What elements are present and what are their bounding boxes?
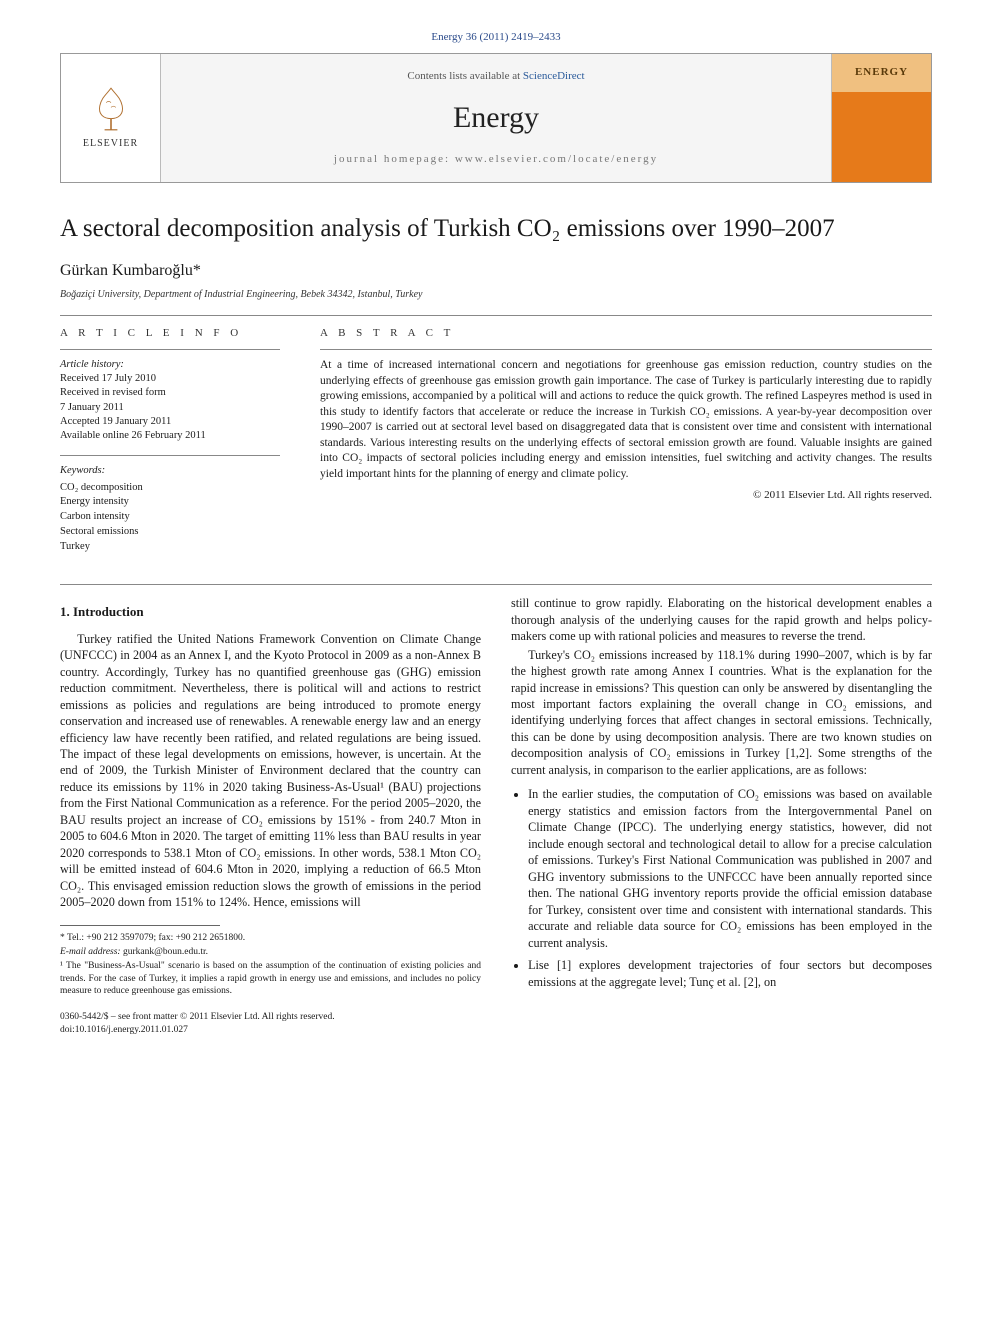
author-name: Gürkan Kumbaroğlu bbox=[60, 262, 193, 279]
history-revised-date: 7 January 2011 bbox=[60, 401, 280, 415]
publisher-name: ELSEVIER bbox=[83, 137, 138, 151]
history-revised: Received in revised form bbox=[60, 386, 280, 400]
keyword-item: Sectoral emissions bbox=[60, 525, 280, 540]
rule-bottom bbox=[60, 584, 932, 585]
keywords-block: Keywords: CO₂ decomposition Energy inten… bbox=[60, 464, 280, 554]
elsevier-tree-icon bbox=[87, 85, 135, 133]
journal-header: ELSEVIER Contents lists available at Sci… bbox=[60, 53, 932, 183]
history-received: Received 17 July 2010 bbox=[60, 372, 280, 386]
section-heading-intro: 1. Introduction bbox=[60, 603, 481, 621]
body-paragraph: Turkey ratified the United Nations Frame… bbox=[60, 631, 481, 911]
corresponding-mark: * bbox=[193, 262, 201, 279]
abstract-column: A B S T R A C T At a time of increased i… bbox=[320, 326, 932, 566]
bullet-item: Lise [1] explores development trajectori… bbox=[528, 957, 932, 990]
rule-top bbox=[60, 315, 932, 316]
keywords-head: Keywords: bbox=[60, 464, 280, 479]
contents-prefix: Contents lists available at bbox=[407, 70, 522, 82]
footnotes-block: * Tel.: +90 212 3597079; fax: +90 212 26… bbox=[60, 932, 481, 998]
issn-doi-block: 0360-5442/$ – see front matter © 2011 El… bbox=[60, 1011, 481, 1037]
abstract-text: At a time of increased international con… bbox=[320, 358, 932, 482]
affiliation: Boğaziçi University, Department of Indus… bbox=[60, 288, 932, 302]
article-info-column: A R T I C L E I N F O Article history: R… bbox=[60, 326, 280, 566]
cover-title: ENERGY bbox=[832, 54, 931, 92]
keyword-item: Energy intensity bbox=[60, 495, 280, 510]
history-online: Available online 26 February 2011 bbox=[60, 429, 280, 443]
journal-cover-thumb: ENERGY bbox=[831, 54, 931, 182]
sciencedirect-link[interactable]: ScienceDirect bbox=[523, 70, 585, 82]
history-head: Article history: bbox=[60, 359, 124, 370]
homepage-prefix: journal homepage: bbox=[334, 153, 455, 165]
journal-homepage: journal homepage: www.elsevier.com/locat… bbox=[334, 152, 658, 167]
bullet-list: In the earlier studies, the computation … bbox=[511, 786, 932, 990]
header-center: Contents lists available at ScienceDirec… bbox=[161, 54, 831, 182]
rule-info-2 bbox=[60, 455, 280, 456]
body-paragraph: Turkey's CO₂ emissions increased by 118.… bbox=[511, 647, 932, 779]
homepage-url[interactable]: www.elsevier.com/locate/energy bbox=[455, 153, 658, 165]
info-abstract-row: A R T I C L E I N F O Article history: R… bbox=[60, 326, 932, 566]
corresponding-footnote: * Tel.: +90 212 3597079; fax: +90 212 26… bbox=[60, 932, 481, 944]
email-footnote: E-mail address: gurkank@boun.edu.tr. bbox=[60, 946, 481, 958]
keyword-item: Carbon intensity bbox=[60, 510, 280, 525]
citation: Energy 36 (2011) 2419–2433 bbox=[60, 30, 932, 45]
doi-line: doi:10.1016/j.energy.2011.01.027 bbox=[60, 1024, 481, 1037]
bau-footnote: ¹ The "Business-As-Usual" scenario is ba… bbox=[60, 960, 481, 997]
keyword-item: Turkey bbox=[60, 540, 280, 555]
history-accepted: Accepted 19 January 2011 bbox=[60, 415, 280, 429]
abstract-label: A B S T R A C T bbox=[320, 326, 932, 341]
rule-abs bbox=[320, 349, 932, 350]
contents-available: Contents lists available at ScienceDirec… bbox=[407, 69, 584, 84]
front-matter-line: 0360-5442/$ – see front matter © 2011 El… bbox=[60, 1011, 481, 1024]
copyright-line: © 2011 Elsevier Ltd. All rights reserved… bbox=[320, 488, 932, 503]
email-label: E-mail address: bbox=[60, 947, 123, 957]
cover-body bbox=[832, 92, 931, 182]
article-info-label: A R T I C L E I N F O bbox=[60, 326, 280, 341]
footnote-rule bbox=[60, 925, 220, 926]
article-history: Article history: Received 17 July 2010 R… bbox=[60, 358, 280, 443]
body-paragraph-cont: still continue to grow rapidly. Elaborat… bbox=[511, 595, 932, 644]
keyword-item: CO₂ decomposition bbox=[60, 481, 280, 496]
author-line: Gürkan Kumbaroğlu* bbox=[60, 260, 932, 282]
publisher-logo-cell: ELSEVIER bbox=[61, 54, 161, 182]
journal-name: Energy bbox=[453, 98, 539, 139]
article-title: A sectoral decomposition analysis of Tur… bbox=[60, 213, 932, 244]
bullet-item: In the earlier studies, the computation … bbox=[528, 786, 932, 951]
body-two-column: 1. Introduction Turkey ratified the Unit… bbox=[60, 595, 932, 1037]
author-email[interactable]: gurkank@boun.edu.tr. bbox=[123, 947, 208, 957]
rule-info-1 bbox=[60, 349, 280, 350]
